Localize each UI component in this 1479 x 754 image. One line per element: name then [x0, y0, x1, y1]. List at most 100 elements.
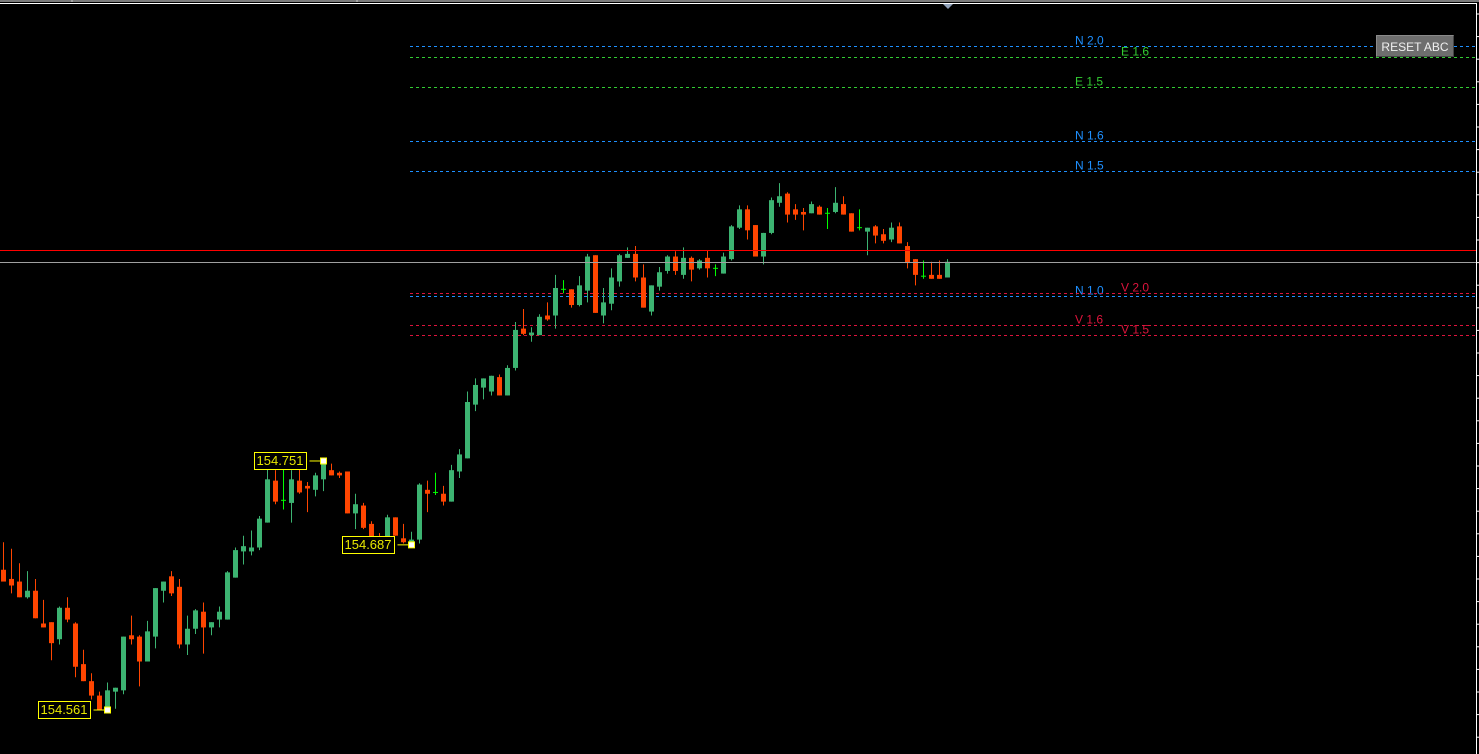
candle-body [625, 253, 630, 258]
candle-body [105, 690, 110, 708]
candle [761, 232, 766, 265]
candle-body [937, 274, 942, 279]
candle-body [313, 475, 318, 490]
candle [521, 308, 526, 336]
candle [697, 259, 702, 270]
candle [681, 247, 686, 279]
candle-body [393, 517, 398, 536]
candle-body [273, 480, 278, 502]
candle [737, 205, 742, 230]
candle-body [801, 211, 806, 215]
candle [801, 208, 806, 231]
candle [289, 470, 294, 523]
chart-shift-triangle-icon[interactable] [943, 4, 953, 9]
candle [137, 635, 142, 687]
candle-body [945, 261, 950, 278]
candle-body [793, 209, 798, 215]
candle [81, 649, 86, 682]
candle [633, 246, 638, 282]
reset-abc-button[interactable]: RESET ABC [1376, 35, 1454, 57]
candle [25, 571, 30, 599]
candle [809, 201, 814, 214]
candle [297, 468, 302, 494]
candle [393, 517, 398, 536]
candle-body [705, 257, 710, 269]
candle [793, 204, 798, 220]
candle [833, 187, 838, 214]
candle-body [369, 523, 374, 540]
candle-body [185, 628, 190, 645]
candle-body [321, 462, 326, 480]
candle [153, 588, 158, 649]
candle-body [481, 378, 486, 388]
candle-body [137, 636, 142, 662]
candle [97, 691, 102, 710]
candle [689, 256, 694, 282]
candle-body [401, 538, 406, 543]
candle [249, 530, 254, 556]
candle-body [689, 257, 694, 270]
candle-body [41, 623, 46, 628]
candle [305, 481, 310, 513]
candle [57, 606, 62, 645]
candle-body [81, 664, 86, 682]
candle [569, 289, 574, 308]
candle [505, 365, 510, 396]
candle [825, 208, 830, 230]
candle-body [209, 622, 214, 628]
candle-body [889, 227, 894, 240]
candle-body [521, 328, 526, 334]
swing-point-marker [408, 541, 415, 549]
candle [89, 673, 94, 700]
candle-body [361, 505, 366, 528]
level-lines: N 2.0 E 1.6 E 1.5 N 1.6 N 1.5 N 1.0 V 2.0 V 1.6… [410, 34, 1476, 337]
candle [889, 222, 894, 243]
candle [337, 471, 342, 479]
candle [257, 516, 262, 551]
candle-body [153, 588, 158, 637]
candle-body [761, 232, 766, 257]
candle [113, 687, 118, 709]
candle [753, 225, 758, 257]
candle [841, 196, 846, 215]
candle [625, 247, 630, 258]
candle [937, 260, 942, 279]
candle [41, 599, 46, 628]
swing-point-marker [320, 457, 327, 465]
candle [433, 472, 438, 496]
candle-body [817, 206, 822, 215]
candle-body [121, 636, 126, 691]
candle [177, 578, 182, 649]
candle-body [441, 493, 446, 502]
candle-body [457, 454, 462, 472]
level-label: N 1.6 [1075, 129, 1104, 143]
candle-body [873, 226, 878, 236]
candle-body [577, 285, 582, 306]
candle-body [529, 332, 534, 336]
candle-body [177, 586, 182, 645]
level-label: N 1.5 [1075, 159, 1104, 173]
candle [897, 222, 902, 244]
candle-body [809, 204, 814, 214]
candle [33, 578, 38, 619]
candle [777, 183, 782, 207]
level-label: V 2.0 [1121, 281, 1149, 295]
candle-body [65, 607, 70, 620]
candle [361, 502, 366, 530]
candle-body [641, 277, 646, 308]
candle [273, 470, 278, 505]
candle-body [257, 518, 262, 548]
candle [881, 229, 886, 244]
candle [193, 609, 198, 634]
level-label: N 2.0 [1075, 34, 1104, 48]
candle-body [9, 578, 14, 586]
swing-point-marker [104, 706, 111, 714]
candle [105, 682, 110, 710]
candle-body [449, 470, 454, 502]
candle [609, 268, 614, 311]
candle [785, 192, 790, 223]
candle-body [1, 569, 6, 582]
candle-body [249, 547, 254, 552]
candle [201, 602, 206, 654]
